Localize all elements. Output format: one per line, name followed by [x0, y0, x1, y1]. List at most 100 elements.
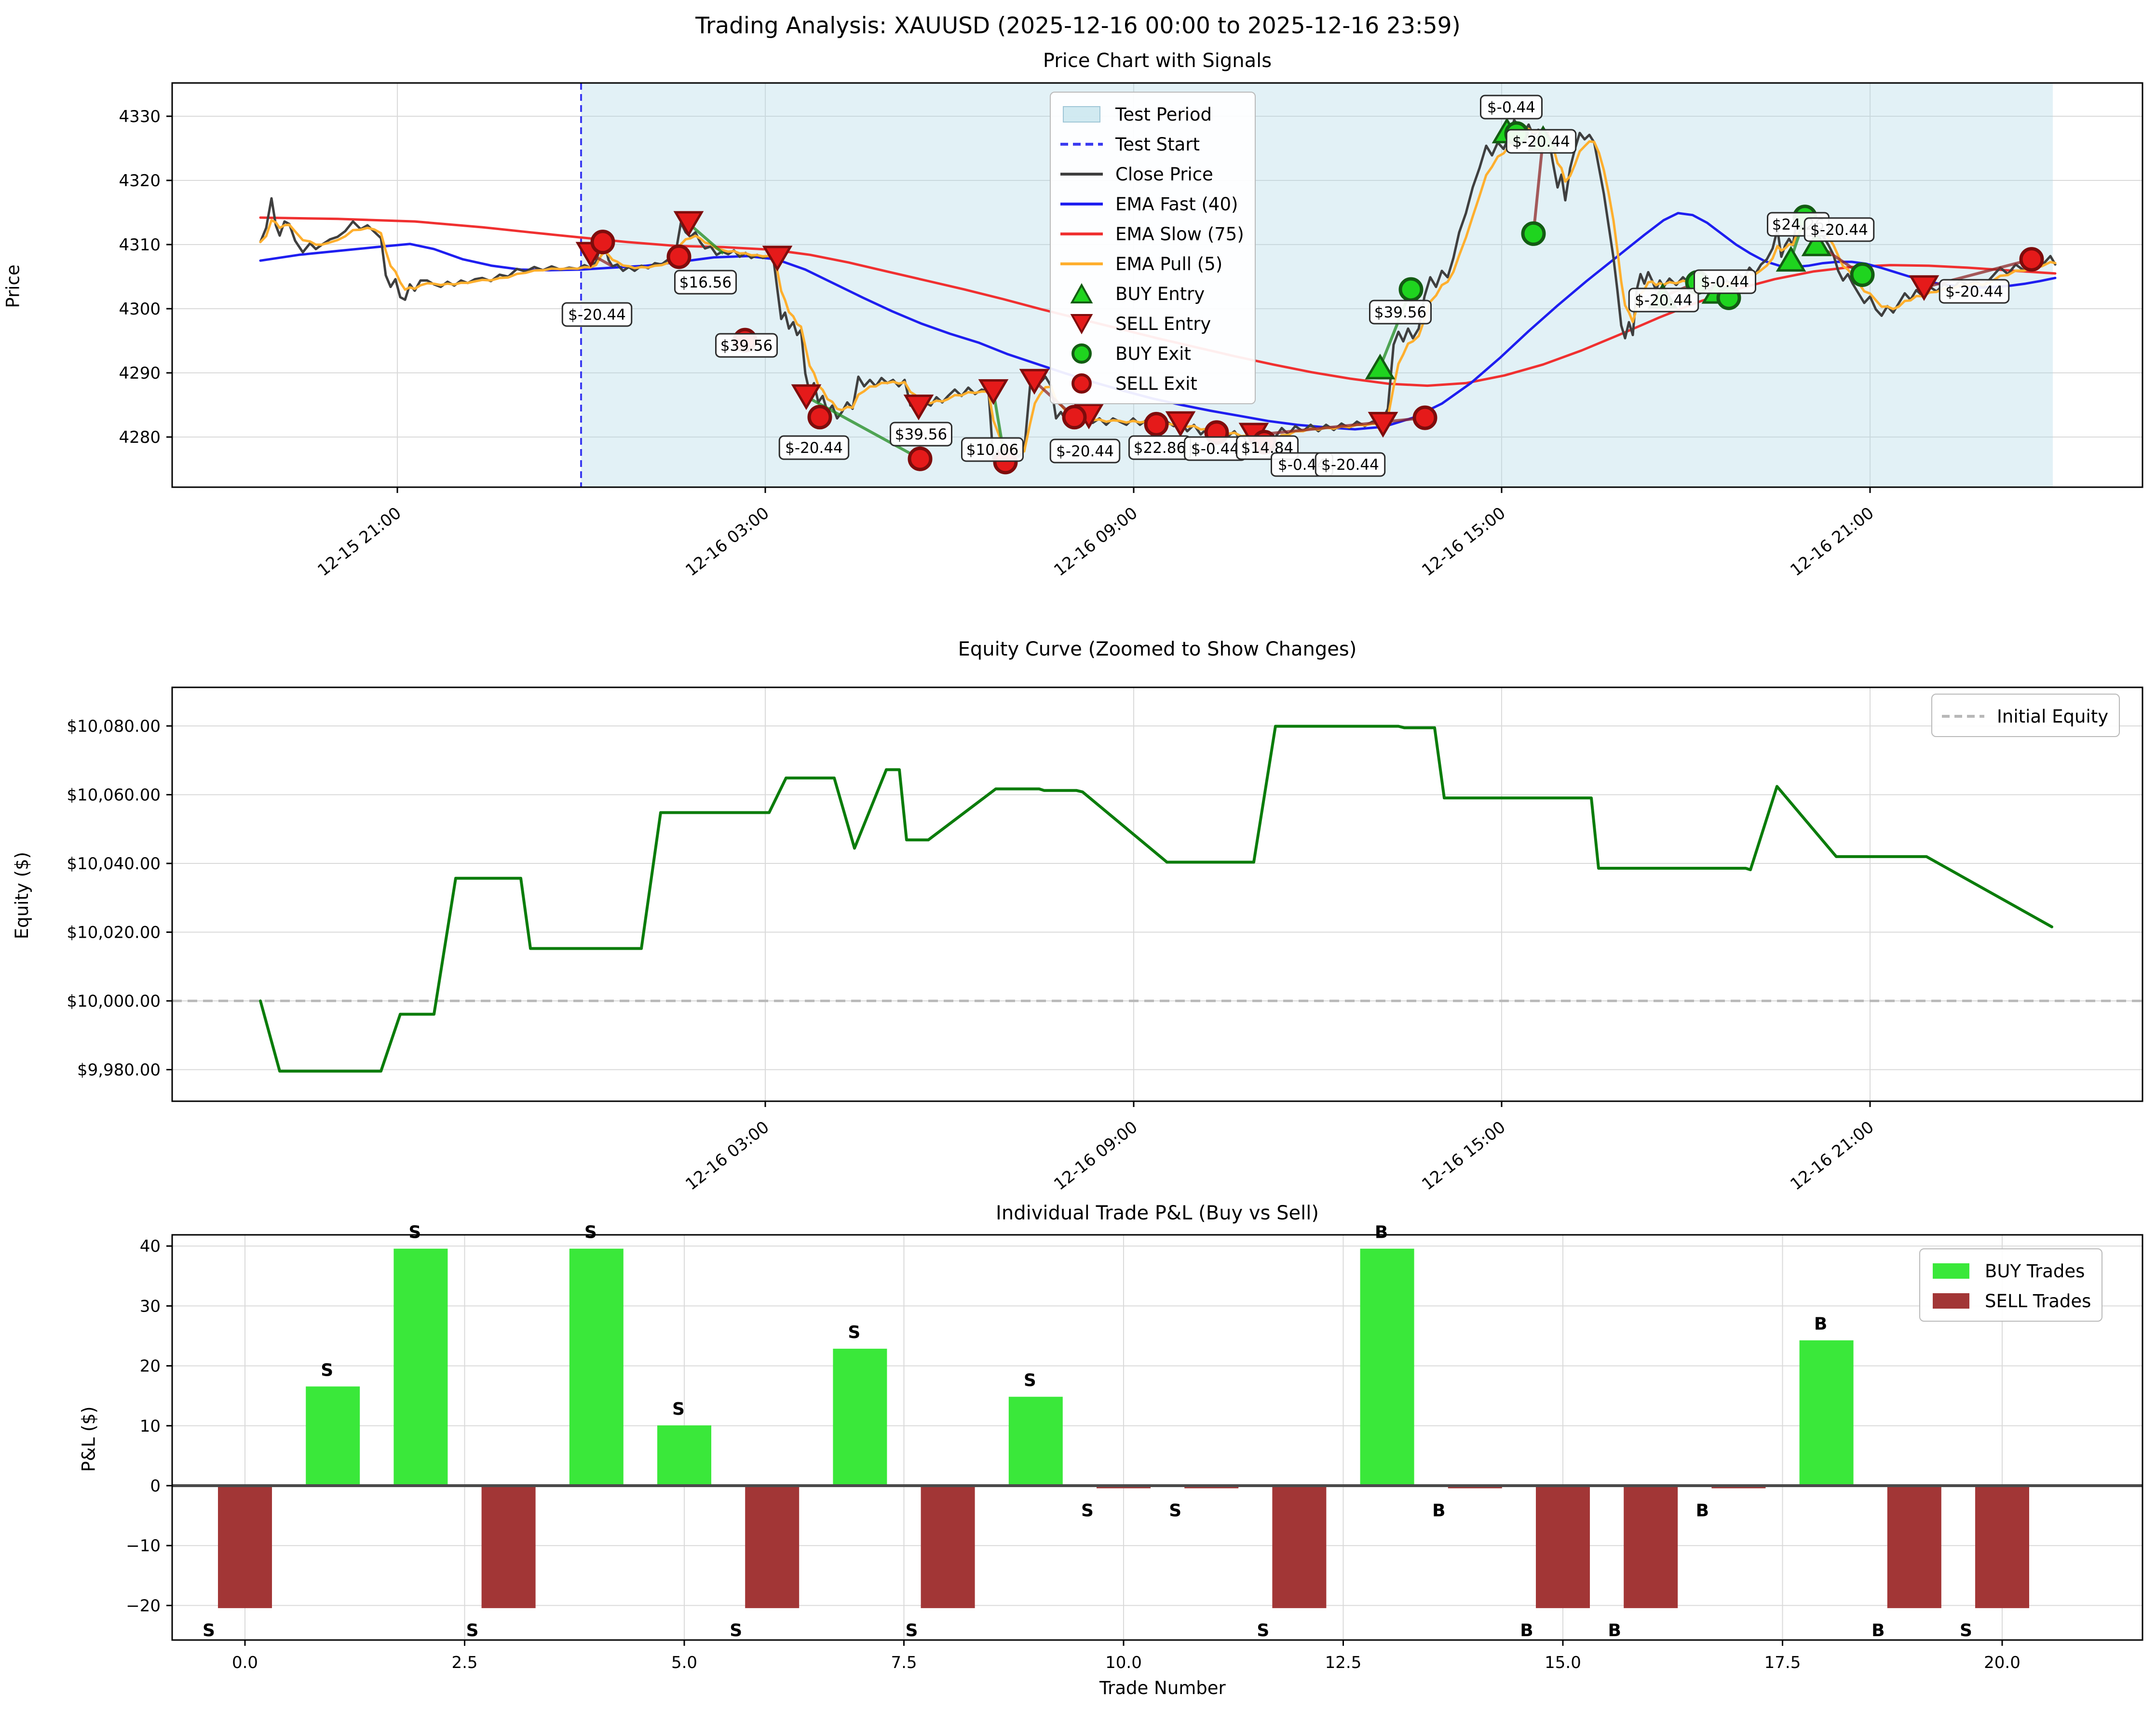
legend-item-sell-exit: SELL Exit	[1058, 369, 1244, 398]
trade-side-label: B	[1375, 1223, 1388, 1243]
pnl-chart-legend: BUY Trades SELL Trades	[1919, 1248, 2103, 1322]
sell-entry-marker	[791, 384, 822, 410]
legend-item-sell-entry: SELL Entry	[1058, 309, 1244, 339]
pnl-bar	[1624, 1486, 1678, 1608]
legend-item-ema-slow-75-: EMA Slow (75)	[1058, 219, 1244, 249]
trade-side-label: S	[408, 1223, 421, 1243]
legend-item-test-start-label: Test Start	[1115, 134, 1200, 155]
x-axis-tick-label: 12-16 21:00	[1787, 504, 1877, 580]
pnl-bar	[1799, 1340, 1854, 1486]
legend-item-buy-trades-label: BUY Trades	[1985, 1260, 2085, 1282]
legend-item-test-start: Test Start	[1058, 129, 1244, 159]
legend-item-buy-exit-label: BUY Exit	[1115, 343, 1191, 364]
axis-spine	[171, 1234, 2143, 1641]
pnl-annotation-box	[1480, 95, 1543, 120]
trade-side-label: S	[203, 1621, 215, 1641]
pnl-annotation-text: $-20.44	[568, 306, 626, 324]
pnl-annotation-text: $-20.44	[1635, 292, 1693, 309]
trade-side-label: S	[848, 1323, 860, 1342]
pnl-annotation-box	[890, 422, 952, 447]
legend-item-sell-trades-swatch-icon	[1928, 1291, 1974, 1311]
equity-line	[259, 725, 2053, 1073]
trade-side-label: S	[730, 1621, 742, 1641]
y-axis-tick-label: 0	[150, 1477, 161, 1496]
pnl-bar	[218, 1486, 272, 1608]
trade-side-label: B	[1520, 1621, 1533, 1641]
pnl-annotation-text: $-20.44	[1512, 133, 1570, 150]
buy-exit-marker	[1850, 262, 1875, 287]
trade-side-label: S	[1257, 1621, 1269, 1641]
trade-side-label: B	[1696, 1501, 1709, 1520]
sell-exit-marker	[1062, 405, 1087, 430]
y-axis-tick-label: 4310	[119, 235, 161, 255]
pnl-annotation-box	[1803, 217, 1875, 242]
trade-side-label: B	[1432, 1501, 1445, 1520]
axis-spine	[171, 686, 2143, 1102]
y-axis-tick-label: 4300	[119, 300, 161, 319]
price-chart-legend: Test Period Test Start Close Price EMA Fast…	[1050, 92, 1256, 404]
trade-connector	[688, 222, 724, 255]
legend-item-initial-equity-swatch-icon	[1940, 707, 1986, 726]
x-axis-tick-label: 12.5	[1325, 1653, 1362, 1672]
pnl-bar	[921, 1486, 975, 1608]
legend-item-ema-fast-40--label: EMA Fast (40)	[1115, 193, 1238, 215]
legend-item-ema-pull-5--label: EMA Pull (5)	[1115, 253, 1223, 274]
pnl-annotation-box	[778, 435, 850, 460]
pnl-annotation-text: $16.56	[679, 274, 732, 291]
pnl-annotation-text: $22.86	[1134, 439, 1186, 457]
trade-side-label: S	[321, 1360, 333, 1380]
legend-item-sell-exit-swatch-icon	[1058, 372, 1105, 395]
legend-item-buy-entry-swatch-icon	[1058, 281, 1105, 306]
trade-side-label: S	[906, 1621, 918, 1641]
sell-entry-marker	[903, 394, 934, 421]
x-axis-tick-label: 20.0	[1984, 1653, 2020, 1672]
pnl-bar	[481, 1486, 536, 1608]
pnl-annotation-box	[561, 302, 633, 327]
legend-item-close-price: Close Price	[1058, 159, 1244, 189]
x-axis-tick-label: 5.0	[671, 1653, 697, 1672]
pnl-annotation-box	[1939, 279, 2010, 304]
sell-entry-marker	[673, 211, 704, 237]
equity-chart-title: Equity Curve (Zoomed to Show Changes)	[958, 638, 1357, 660]
trade-side-label: S	[1081, 1501, 1094, 1520]
pnl-bar	[306, 1386, 360, 1486]
pnl-annotation-text: $-0.44	[1487, 99, 1535, 116]
legend-item-buy-entry-label: BUY Entry	[1115, 283, 1205, 304]
legend-item-sell-entry-swatch-icon	[1058, 311, 1105, 336]
x-axis-tick-label: 12-16 09:00	[1050, 504, 1141, 580]
pnl-annotation-box	[1369, 300, 1432, 325]
plot-background	[172, 687, 2142, 1101]
sell-exit-marker	[666, 244, 692, 269]
pnl-bar	[1975, 1486, 2029, 1608]
buy-exit-marker	[1398, 277, 1424, 302]
pnl-bar	[569, 1248, 624, 1486]
legend-item-sell-trades-label: SELL Trades	[1985, 1290, 2091, 1312]
legend-item-buy-trades-swatch-icon	[1928, 1261, 1974, 1281]
y-axis-tick-label: −10	[126, 1536, 161, 1556]
pnl-chart-title: Individual Trade P&L (Buy vs Sell)	[996, 1202, 1319, 1224]
legend-item-buy-exit-swatch-icon	[1058, 342, 1105, 365]
y-axis-tick-label: 40	[140, 1237, 161, 1256]
legend-item-close-price-label: Close Price	[1115, 164, 1213, 185]
pnl-bar	[1536, 1486, 1590, 1608]
buy-entry-marker	[1801, 230, 1832, 257]
legend-item-initial-equity-label: Initial Equity	[1997, 706, 2109, 727]
pnl-bar	[657, 1425, 711, 1486]
legend-item-test-start-swatch-icon	[1058, 135, 1105, 154]
pnl-bar	[833, 1349, 887, 1486]
legend-item-ema-pull-5-: EMA Pull (5)	[1058, 249, 1244, 279]
figure-title: Trading Analysis: XAUUSD (2025-12-16 00:…	[695, 13, 1461, 39]
trade-side-label: B	[1871, 1621, 1885, 1641]
pnl-annotation-box	[961, 437, 1024, 462]
sell-exit-marker	[1412, 405, 1437, 430]
pnl-annotation-text: $-20.44	[1945, 283, 2003, 301]
pnl-bar	[745, 1486, 800, 1608]
pnl-annotation-box	[1315, 452, 1386, 477]
trade-side-label: B	[1608, 1621, 1621, 1641]
y-axis-tick-label: $10,020.00	[67, 923, 161, 943]
x-axis-tick-label: 7.5	[891, 1653, 917, 1672]
x-axis-tick-label: 12-15 21:00	[314, 504, 405, 580]
legend-item-ema-slow-75--label: EMA Slow (75)	[1115, 223, 1244, 245]
pnl-bar	[393, 1248, 448, 1486]
